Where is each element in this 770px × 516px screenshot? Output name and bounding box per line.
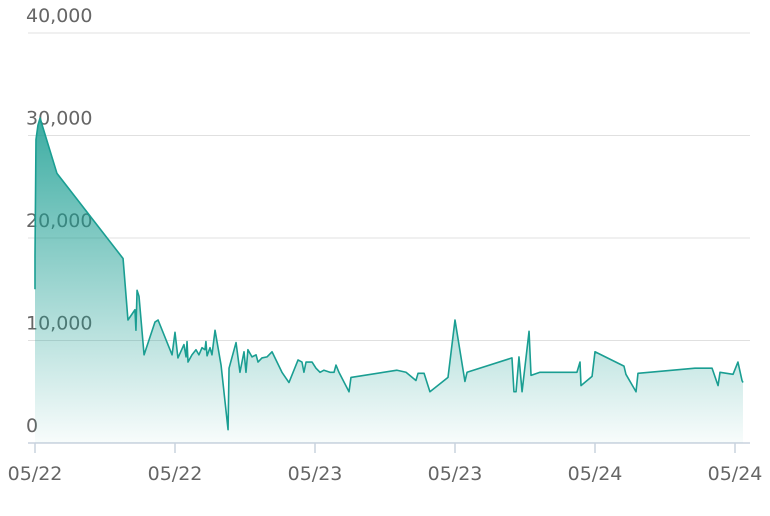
x-tick-label: 05/24 [568,463,623,485]
y-tick-label: 30,000 [26,108,92,130]
y-tick-label: 40,000 [26,5,92,27]
x-tick-label: 05/23 [288,463,343,485]
x-tick-label: 05/22 [8,463,63,485]
x-tick-label: 05/23 [428,463,483,485]
area [35,118,743,443]
x-tick-label: 05/22 [148,463,203,485]
x-tick-label: 05/24 [708,463,763,485]
line [34,117,744,431]
